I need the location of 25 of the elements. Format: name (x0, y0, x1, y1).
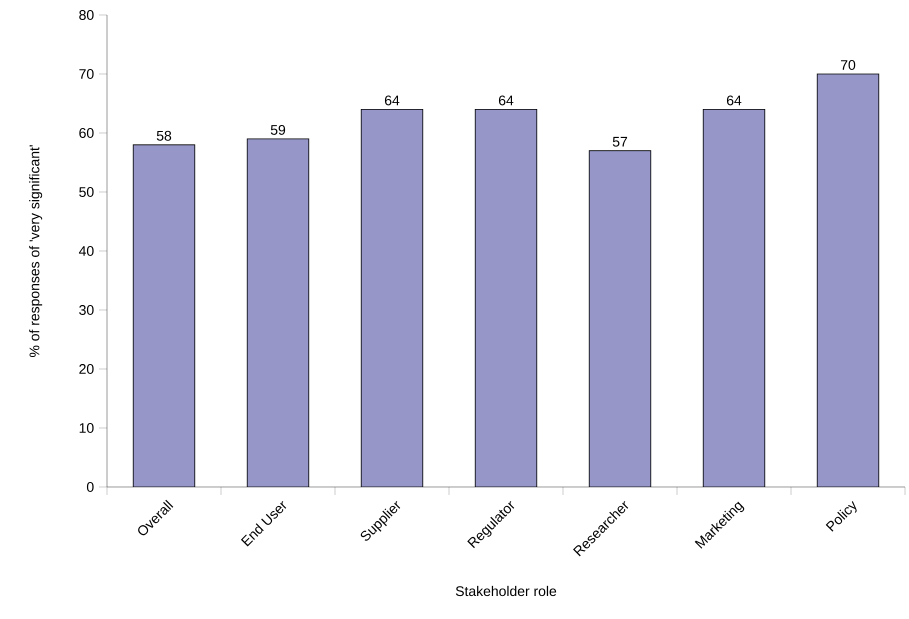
bar (588, 150, 652, 487)
data-label: 57 (612, 136, 628, 147)
data-label: 70 (840, 60, 856, 70)
y-tick-label: 30 (79, 305, 94, 315)
y-axis-title: % of responses of 'very significant' (29, 145, 42, 358)
bar (246, 138, 310, 487)
y-tick-label: 40 (78, 246, 94, 256)
y-tick-label: 80 (79, 10, 94, 20)
bar (702, 108, 766, 487)
y-tick-label: 20 (79, 364, 94, 374)
y-tick-label: 60 (79, 128, 94, 138)
y-tick-label: 50 (79, 187, 94, 197)
y-tick-label: 10 (80, 423, 94, 433)
bar (816, 74, 880, 487)
bar (132, 144, 196, 487)
y-tick-label: 0 (86, 482, 94, 492)
x-axis-title: Stakeholder role (456, 586, 556, 596)
data-label: 64 (726, 95, 742, 106)
data-label: 64 (384, 95, 400, 106)
data-label: 58 (156, 130, 172, 141)
bar (360, 108, 424, 487)
data-label: 64 (498, 95, 514, 106)
y-tick-label: 70 (79, 69, 94, 79)
data-label: 59 (270, 124, 286, 135)
bar (474, 108, 538, 487)
